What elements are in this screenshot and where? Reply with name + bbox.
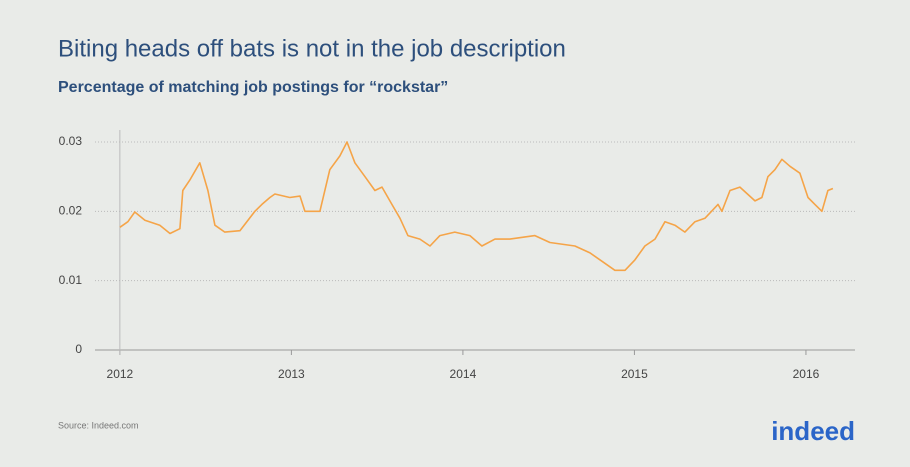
x-tick-label: 2016 bbox=[793, 367, 820, 381]
chart-title: Biting heads off bats is not in the job … bbox=[58, 35, 566, 62]
chart-subtitle: Percentage of matching job postings for … bbox=[58, 79, 448, 96]
x-tick-label: 2013 bbox=[278, 367, 305, 381]
line bbox=[119, 141, 834, 272]
x-tick-label: 2012 bbox=[107, 367, 134, 381]
logo: indeed bbox=[771, 416, 855, 446]
y-tick-label: 0 bbox=[75, 342, 82, 356]
y-tick-label: 0.01 bbox=[59, 273, 83, 287]
source: Source: Indeed.com bbox=[58, 420, 139, 430]
x-tick-label: 2014 bbox=[450, 367, 477, 381]
y-tick-label: 0.02 bbox=[59, 204, 83, 218]
x-tick-label: 2015 bbox=[621, 367, 648, 381]
y-tick-label: 0.03 bbox=[59, 134, 83, 148]
